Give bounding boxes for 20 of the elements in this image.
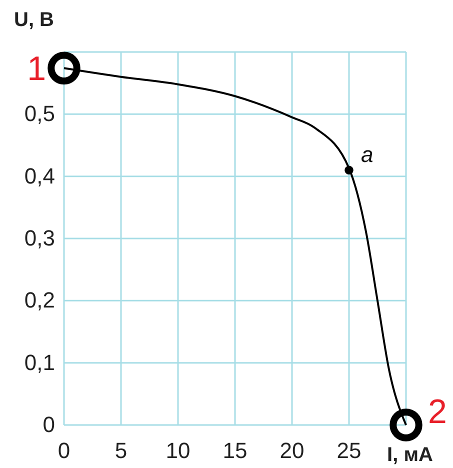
y-tick-label: 0,2 bbox=[24, 288, 55, 313]
annotation: 2 bbox=[428, 393, 447, 431]
x-tick-label: 0 bbox=[58, 438, 70, 463]
annotation: a bbox=[361, 142, 374, 168]
y-axis-title: U, В bbox=[14, 9, 54, 31]
x-axis-title: I, мА bbox=[387, 444, 433, 466]
x-tick-label: 10 bbox=[166, 438, 190, 463]
y-tick-label: 0,1 bbox=[24, 350, 55, 375]
y-tick-label: 0,5 bbox=[24, 101, 55, 126]
y-tick-label: 0,4 bbox=[24, 163, 55, 188]
y-tick-label: 0 bbox=[42, 412, 55, 438]
y-tick-label: 0,3 bbox=[24, 226, 55, 251]
x-tick-label: 15 bbox=[222, 438, 248, 463]
point bbox=[48, 52, 80, 85]
point bbox=[390, 408, 422, 442]
x-tick-label: 5 bbox=[114, 438, 128, 463]
x-tick-label: 25 bbox=[336, 438, 362, 463]
annotation: 1 bbox=[27, 50, 46, 88]
x-tick-label: 20 bbox=[280, 438, 304, 463]
point bbox=[344, 166, 354, 174]
